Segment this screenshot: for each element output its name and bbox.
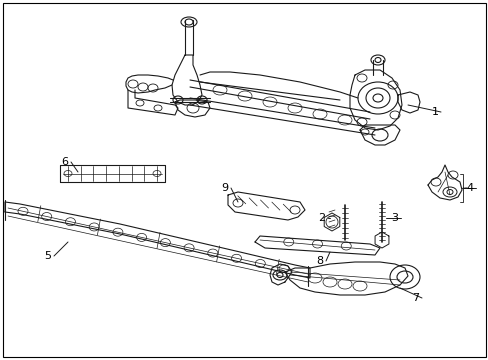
Text: 2: 2: [318, 213, 325, 223]
Text: 6: 6: [61, 157, 68, 167]
Text: 9: 9: [221, 183, 228, 193]
Text: 4: 4: [466, 183, 472, 193]
Text: 8: 8: [316, 256, 323, 266]
Text: 7: 7: [411, 293, 419, 303]
Text: 5: 5: [44, 251, 51, 261]
Text: 1: 1: [430, 107, 438, 117]
Text: 3: 3: [391, 213, 398, 223]
